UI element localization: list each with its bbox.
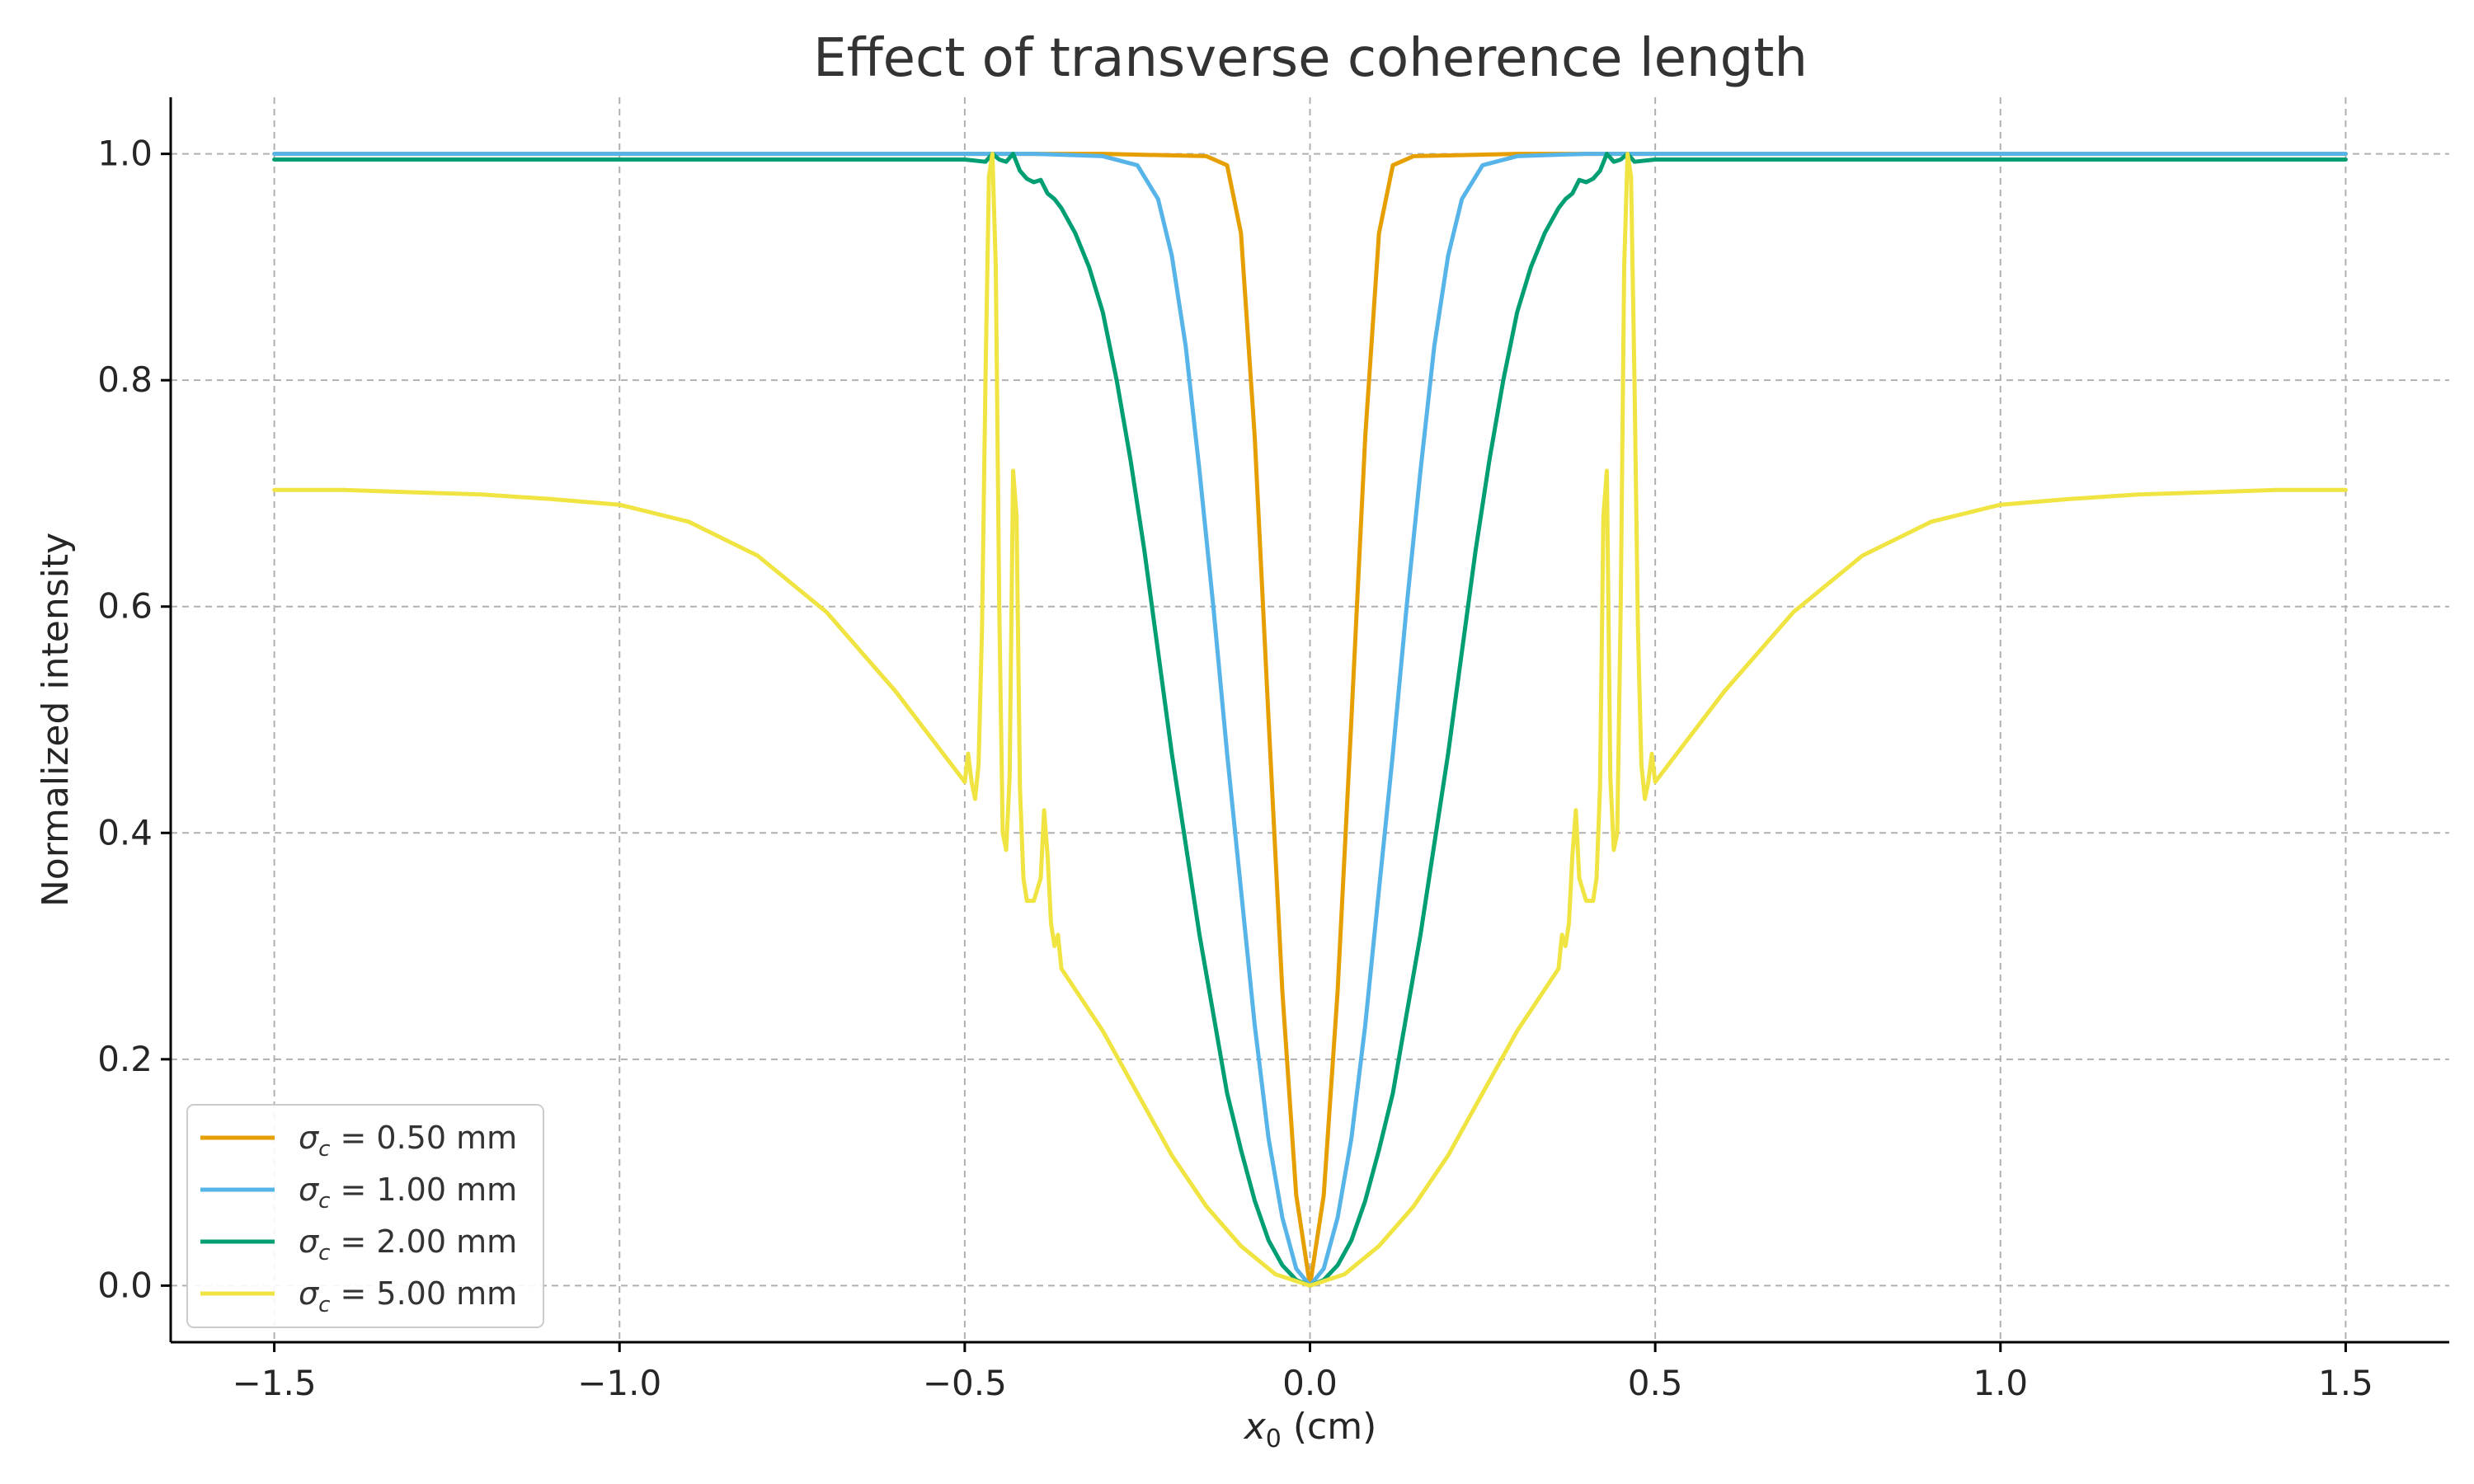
legend-value: = 5.00 mm [330,1275,517,1312]
legend-value: = 2.00 mm [330,1223,517,1260]
y-axis-title: Normalized intensity [35,533,77,907]
legend-sigma: σ [299,1172,320,1208]
x-axis-symbol: x [1243,1406,1267,1448]
x-tick-label: −1.5 [233,1363,317,1403]
legend-subscript: c [318,1293,330,1317]
y-tick-label: 0.6 [97,586,153,627]
legend-sigma: σ [299,1275,320,1312]
x-tick-label: 1.0 [1973,1363,2028,1403]
x-tick-label: 1.5 [2318,1363,2373,1403]
legend-value: = 0.50 mm [330,1120,517,1156]
x-tick-label: 0.0 [1282,1363,1338,1403]
x-ticks: −1.5 −1.0 −0.5 0.0 0.5 1.0 1.5 [233,1342,2373,1403]
y-tick-label: 0.0 [97,1265,153,1305]
legend-label-3: σc = 2.00 mm [299,1223,517,1266]
series-line-4 [272,152,2348,1288]
legend-subscript: c [318,1189,330,1214]
chart-title: Effect of transverse coherence length [813,28,1808,89]
legend-label-4: σc = 5.00 mm [299,1275,517,1317]
y-tick-label: 1.0 [97,134,153,174]
x-tick-label: 0.5 [1628,1363,1683,1403]
legend-label-1: σc = 0.50 mm [299,1120,517,1162]
x-axis-title: x0 (cm) [1243,1406,1377,1453]
series-group [272,152,2348,1288]
x-tick-label: −1.0 [577,1363,661,1403]
x-tick-label: −0.5 [923,1363,1007,1403]
y-ticks: 0.0 0.2 0.4 0.6 0.8 1.0 [97,134,171,1305]
legend-sigma: σ [299,1223,320,1260]
legend-subscript: c [318,1241,330,1266]
x-axis-unit: (cm) [1282,1406,1376,1448]
legend-label-2: σc = 1.00 mm [299,1172,517,1214]
legend-sigma: σ [299,1120,320,1156]
legend-box [186,1104,544,1328]
legend-value: = 1.00 mm [330,1172,517,1208]
y-tick-label: 0.2 [97,1039,153,1079]
legend-subscript: c [318,1137,330,1162]
y-tick-label: 0.4 [97,812,153,852]
y-tick-label: 0.8 [97,359,153,400]
x-axis-subscript: 0 [1266,1425,1282,1453]
